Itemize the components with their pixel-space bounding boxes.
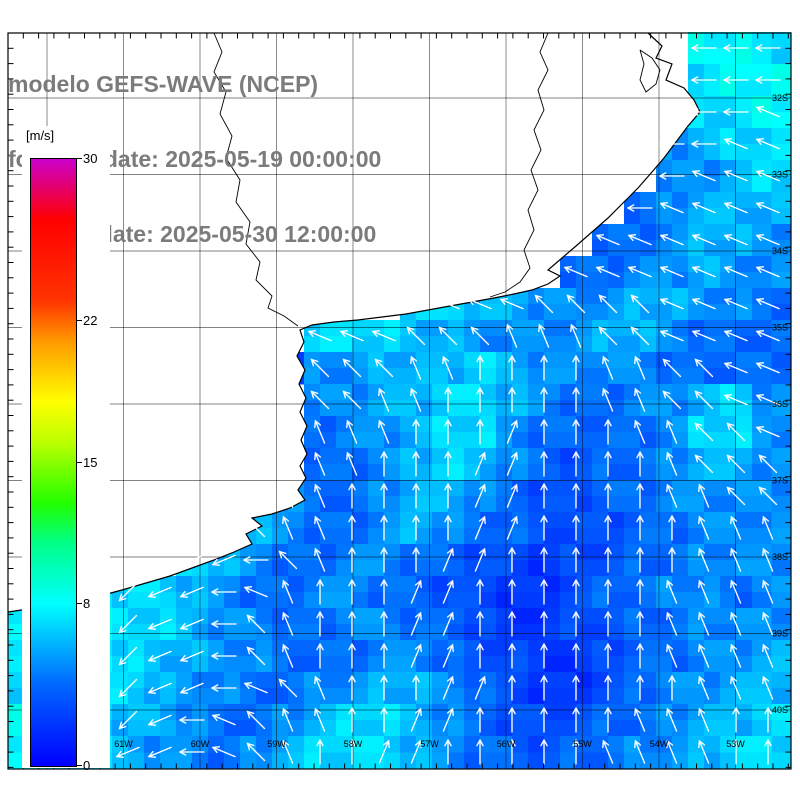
colorbar-tick-label: 30 [83,151,98,166]
longitude-label: 60W [191,739,210,749]
longitude-label: 56W [497,739,516,749]
latitude-label: 34S [772,246,788,256]
colorbar-tick-label: 0 [83,758,91,773]
colorbar-tick-mark [77,603,82,605]
river-line [639,49,661,93]
latitude-label: 40S [772,705,788,715]
longitude-label: 54W [650,739,669,749]
colorbar-tick-mark [77,461,82,463]
map-frame-layer [7,32,792,770]
colorbar-tick-label: 22 [83,312,98,328]
colorbar-tick-mark [77,158,82,159]
colorbar-tick-mark [77,765,82,766]
longitude-label: 59W [267,739,286,749]
longitude-label: 58W [344,739,363,749]
coastline [7,32,701,613]
latitude-label: 36S [772,399,788,409]
coordinate-labels-layer: 32S33S34S35S36S37S38S39S40S62W61W60W59W5… [38,93,788,749]
speed-field-layer [8,32,792,770]
latitude-label: 39S [772,629,788,639]
graticule-layer [8,33,791,769]
latitude-label: 38S [772,552,788,562]
colorbar: [m/s] 30 22 15 8 0 [22,126,110,773]
colorbar-tick-label: 8 [83,596,91,612]
latitude-label: 35S [772,323,788,333]
colorbar-units-label: [m/s] [26,128,55,143]
colorbar-tick-label: 15 [83,454,98,470]
longitude-label: 57W [420,739,439,749]
chart-header: modelo GEFS-WAVE (NCEP) forecast date: 2… [8,22,381,297]
river-line [489,32,549,298]
latitude-label: 33S [772,170,788,180]
latitude-label: 32S [772,93,788,103]
longitude-label: 55W [573,739,592,749]
colorbar-gradient [30,158,77,767]
river-line [213,32,299,327]
land-layer [8,33,700,612]
model-title: modelo GEFS-WAVE (NCEP) [8,71,319,97]
colorbar-tick-mark [77,319,82,321]
longitude-label: 53W [726,739,745,749]
longitude-label: 61W [114,739,133,749]
rivers-layer [213,32,661,327]
latitude-label: 37S [772,476,788,486]
